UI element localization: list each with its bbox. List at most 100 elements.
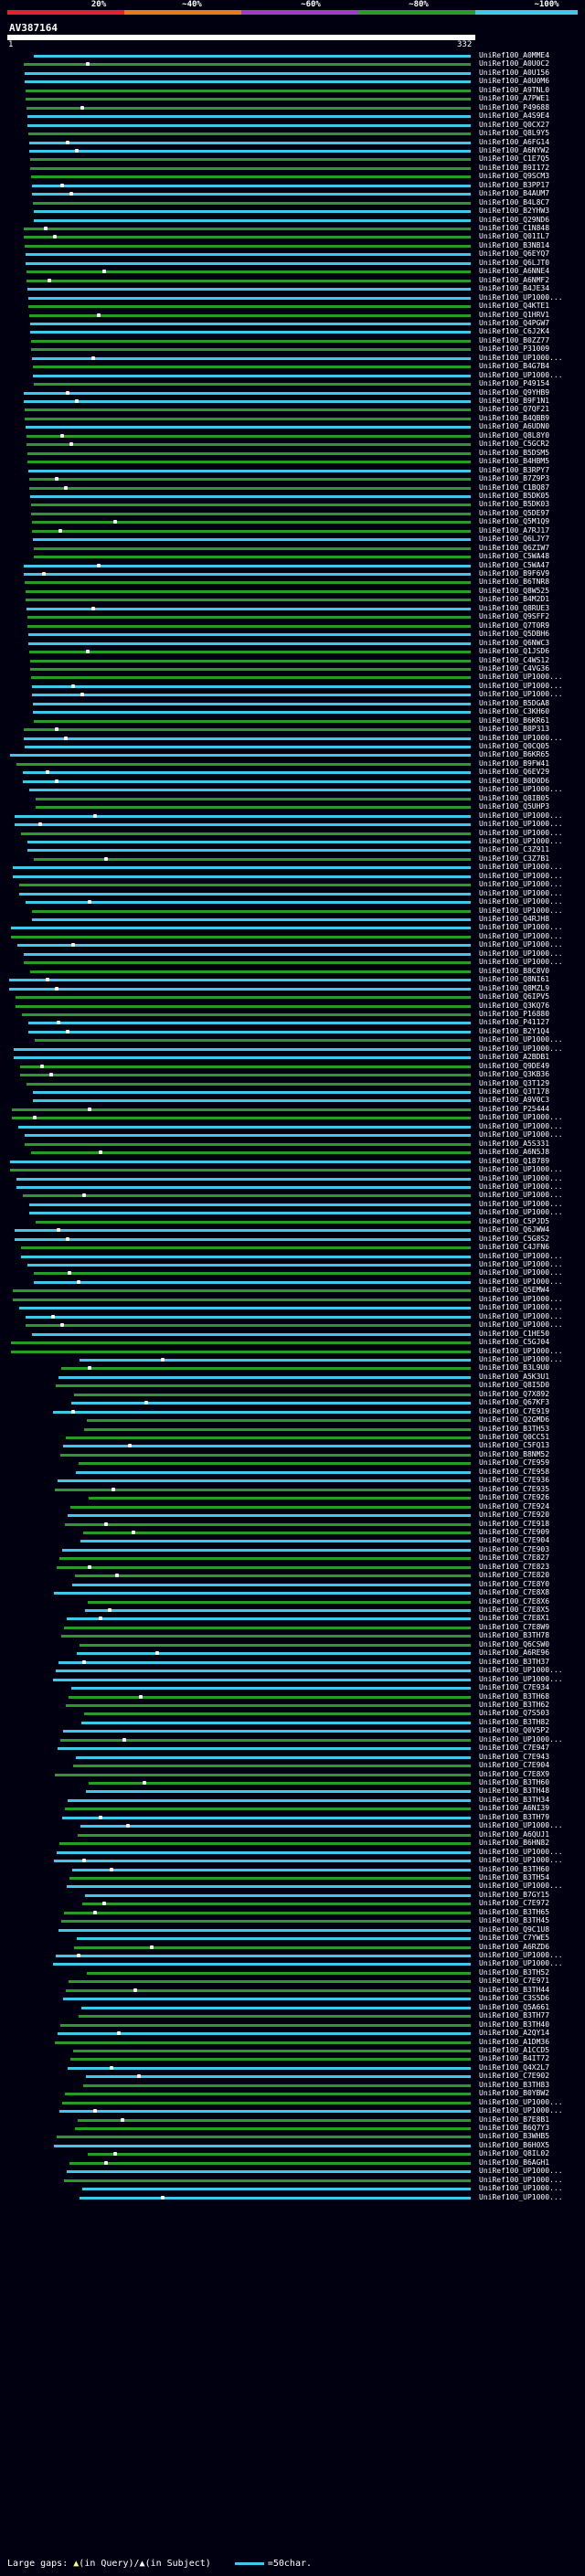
hit-link[interactable]: UniRef100_C4WS12	[479, 655, 550, 664]
hit-link[interactable]: UniRef100_A5S331	[479, 1139, 550, 1148]
hit-link[interactable]: UniRef100_B0YBW2	[479, 2089, 550, 2098]
hit-link[interactable]: UniRef100_B5DK05	[479, 491, 550, 500]
hit-link[interactable]: UniRef100_UP1000...	[479, 1208, 563, 1217]
hit-link[interactable]: UniRef100_UP1000...	[479, 1320, 563, 1330]
hit-link[interactable]: UniRef100_B9FW41	[479, 758, 550, 768]
hit-link[interactable]: UniRef100_C7E823	[479, 1562, 550, 1571]
hit-link[interactable]: UniRef100_A6FG14	[479, 137, 550, 146]
hit-link[interactable]: UniRef100_A6NMF2	[479, 275, 550, 284]
hit-link[interactable]: UniRef100_UP1000...	[479, 1354, 563, 1363]
hit-link[interactable]: UniRef100_B3TH60	[479, 1864, 550, 1873]
hit-link[interactable]: UniRef100_A4S9E4	[479, 111, 550, 121]
hit-link[interactable]: UniRef100_UP1000...	[479, 2167, 563, 2176]
hit-link[interactable]: UniRef100_Q4X2L7	[479, 2062, 550, 2072]
hit-link[interactable]: UniRef100_A6NYW2	[479, 145, 550, 154]
hit-link[interactable]: UniRef100_Q1HRV1	[479, 310, 550, 319]
hit-link[interactable]: UniRef100_UP1000...	[479, 1311, 563, 1320]
hit-link[interactable]: UniRef100_Q8I5D0	[479, 1381, 550, 1390]
hit-link[interactable]: UniRef100_Q8IL02	[479, 2149, 550, 2158]
hit-link[interactable]: UniRef100_C7E971	[479, 1977, 550, 1986]
hit-link[interactable]: UniRef100_B3TH60	[479, 1778, 550, 1786]
hit-link[interactable]: UniRef100_UP1000...	[479, 1035, 563, 1044]
hit-link[interactable]: UniRef100_UP1000...	[479, 1199, 563, 1208]
hit-link[interactable]: UniRef100_C3S5D6	[479, 1994, 550, 2003]
hit-link[interactable]: UniRef100_Q6CSW0	[479, 1639, 550, 1648]
hit-link[interactable]: UniRef100_A6QUJ1	[479, 1829, 550, 1839]
hit-link[interactable]: UniRef100_Q2GMD6	[479, 1415, 550, 1425]
hit-link[interactable]: UniRef100_UP1000...	[479, 353, 563, 362]
hit-link[interactable]: UniRef100_C7E904	[479, 1536, 550, 1545]
hit-link[interactable]: UniRef100_C7E904	[479, 1761, 550, 1770]
hit-link[interactable]: UniRef100_B6HN82	[479, 1839, 550, 1848]
hit-link[interactable]: UniRef100_C7E8X9	[479, 1769, 550, 1778]
hit-link[interactable]: UniRef100_UP1000...	[479, 1294, 563, 1303]
hit-link[interactable]: UniRef100_Q0CC51	[479, 1433, 550, 1441]
hit-link[interactable]: UniRef100_UP1000...	[479, 1734, 563, 1744]
hit-link[interactable]: UniRef100_P41127	[479, 1018, 550, 1027]
hit-link[interactable]: UniRef100_C5G8S2	[479, 1234, 550, 1243]
hit-link[interactable]: UniRef100_Q5DE97	[479, 508, 550, 517]
hit-link[interactable]: UniRef100_UP1000...	[479, 1260, 563, 1268]
hit-link[interactable]: UniRef100_B7GY15	[479, 1890, 550, 1899]
hit-link[interactable]: UniRef100_UP1000...	[479, 1044, 563, 1053]
hit-link[interactable]: UniRef100_A5K3U1	[479, 1372, 550, 1381]
hit-link[interactable]: UniRef100_C7E8X6	[479, 1596, 550, 1606]
hit-link[interactable]: UniRef100_C7E947	[479, 1744, 550, 1753]
hit-link[interactable]: UniRef100_UP1000...	[479, 897, 563, 906]
hit-link[interactable]: UniRef100_B3TH79	[479, 1812, 550, 1821]
hit-link[interactable]: UniRef100_UP1000...	[479, 863, 563, 872]
hit-link[interactable]: UniRef100_C3Z911	[479, 845, 550, 854]
hit-link[interactable]: UniRef100_UP1000...	[479, 1182, 563, 1191]
hit-link[interactable]: UniRef100_UP1000...	[479, 1121, 563, 1130]
hit-link[interactable]: UniRef100_C1E7Q5	[479, 154, 550, 164]
hit-link[interactable]: UniRef100_B7Z9P3	[479, 474, 550, 483]
hit-link[interactable]: UniRef100_UP1000...	[479, 931, 563, 940]
hit-link[interactable]: UniRef100_Q9SFF2	[479, 612, 550, 621]
hit-link[interactable]: UniRef100_B5DGA8	[479, 698, 550, 707]
hit-link[interactable]: UniRef100_C7E827	[479, 1553, 550, 1563]
hit-link[interactable]: UniRef100_B3RPY7	[479, 465, 550, 474]
hit-link[interactable]: UniRef100_UP1000...	[479, 880, 563, 889]
hit-link[interactable]: UniRef100_B5DK03	[479, 500, 550, 509]
hit-link[interactable]: UniRef100_Q9YHB9	[479, 387, 550, 397]
hit-link[interactable]: UniRef100_UP1000...	[479, 1674, 563, 1683]
hit-link[interactable]: UniRef100_Q6JWW4	[479, 1225, 550, 1235]
hit-link[interactable]: UniRef100_B6Q7Y3	[479, 2124, 550, 2132]
hit-link[interactable]: UniRef100_B6AGH1	[479, 2157, 550, 2167]
hit-link[interactable]: UniRef100_C7E972	[479, 1899, 550, 1908]
hit-link[interactable]: UniRef100_B4AUM7	[479, 189, 550, 198]
hit-link[interactable]: UniRef100_A6NNE4	[479, 267, 550, 276]
hit-link[interactable]: UniRef100_B3TH45	[479, 1916, 550, 1925]
hit-link[interactable]: UniRef100_B3TH52	[479, 1967, 550, 1977]
hit-link[interactable]: UniRef100_Q3KQ76	[479, 1001, 550, 1010]
hit-link[interactable]: UniRef100_C1N848	[479, 224, 550, 232]
hit-link[interactable]: UniRef100_B3TH34	[479, 1795, 550, 1804]
hit-link[interactable]: UniRef100_UP1000...	[479, 1882, 563, 1891]
hit-link[interactable]: UniRef100_Q3T129	[479, 1078, 550, 1087]
hit-link[interactable]: UniRef100_C7E902	[479, 2072, 550, 2081]
hit-link[interactable]: UniRef100_C7E919	[479, 1406, 550, 1415]
hit-link[interactable]: UniRef100_UP1000...	[479, 811, 563, 820]
hit-link[interactable]: UniRef100_A0MME4	[479, 51, 550, 59]
hit-link[interactable]: UniRef100_UP1000...	[479, 836, 563, 845]
hit-link[interactable]: UniRef100_B3TH62	[479, 1700, 550, 1709]
hit-link[interactable]: UniRef100_UP1000...	[479, 1346, 563, 1355]
hit-link[interactable]: UniRef100_B4HBM5	[479, 457, 550, 466]
hit-link[interactable]: UniRef100_B0D0D6	[479, 776, 550, 785]
hit-link[interactable]: UniRef100_B5DSM5	[479, 448, 550, 457]
hit-link[interactable]: UniRef100_B4M2D1	[479, 595, 550, 604]
hit-link[interactable]: UniRef100_C7E934	[479, 1683, 550, 1692]
hit-link[interactable]: UniRef100_A6RZD6	[479, 1942, 550, 1951]
hit-link[interactable]: UniRef100_B6KR61	[479, 716, 550, 725]
hit-link[interactable]: UniRef100_Q8L9Y5	[479, 129, 550, 138]
hit-link[interactable]: UniRef100_A9V0C3	[479, 1096, 550, 1105]
hit-link[interactable]: UniRef100_UP1000...	[479, 871, 563, 880]
hit-link[interactable]: UniRef100_Q8L8Y0	[479, 430, 550, 440]
hit-link[interactable]: UniRef100_B4IT72	[479, 2054, 550, 2063]
hit-link[interactable]: UniRef100_B6TNR8	[479, 578, 550, 587]
hit-link[interactable]: UniRef100_C7E8X5	[479, 1606, 550, 1614]
hit-link[interactable]: UniRef100_B3TH40	[479, 2019, 550, 2029]
hit-link[interactable]: UniRef100_Q6EYQ7	[479, 249, 550, 259]
hit-link[interactable]: UniRef100_UP1000...	[479, 673, 563, 682]
hit-link[interactable]: UniRef100_C3KH60	[479, 707, 550, 716]
